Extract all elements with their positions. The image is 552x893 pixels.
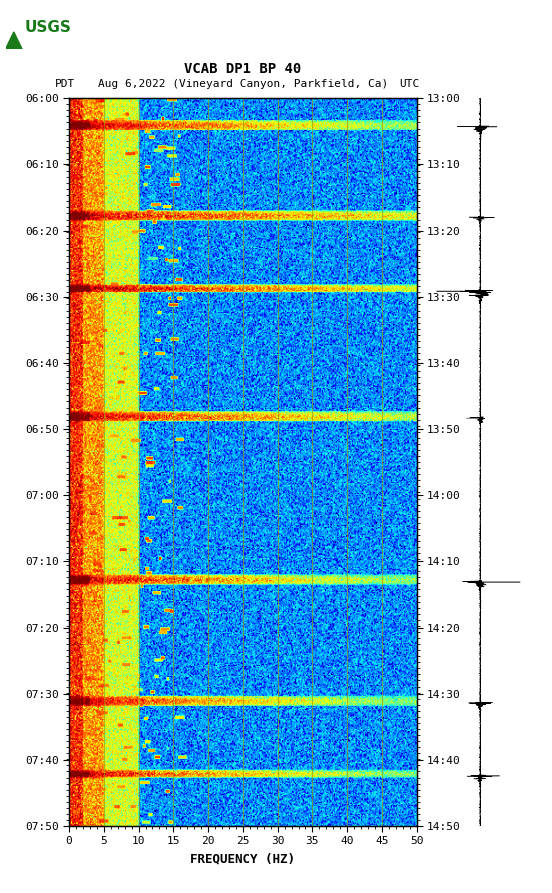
Text: PDT: PDT bbox=[55, 79, 76, 89]
Text: VCAB DP1 BP 40: VCAB DP1 BP 40 bbox=[184, 62, 301, 76]
X-axis label: FREQUENCY (HZ): FREQUENCY (HZ) bbox=[190, 852, 295, 865]
Text: USGS: USGS bbox=[25, 21, 72, 35]
Text: UTC: UTC bbox=[399, 79, 420, 89]
Text: Aug 6,2022 (Vineyard Canyon, Parkfield, Ca): Aug 6,2022 (Vineyard Canyon, Parkfield, … bbox=[98, 79, 388, 89]
Polygon shape bbox=[6, 32, 22, 49]
